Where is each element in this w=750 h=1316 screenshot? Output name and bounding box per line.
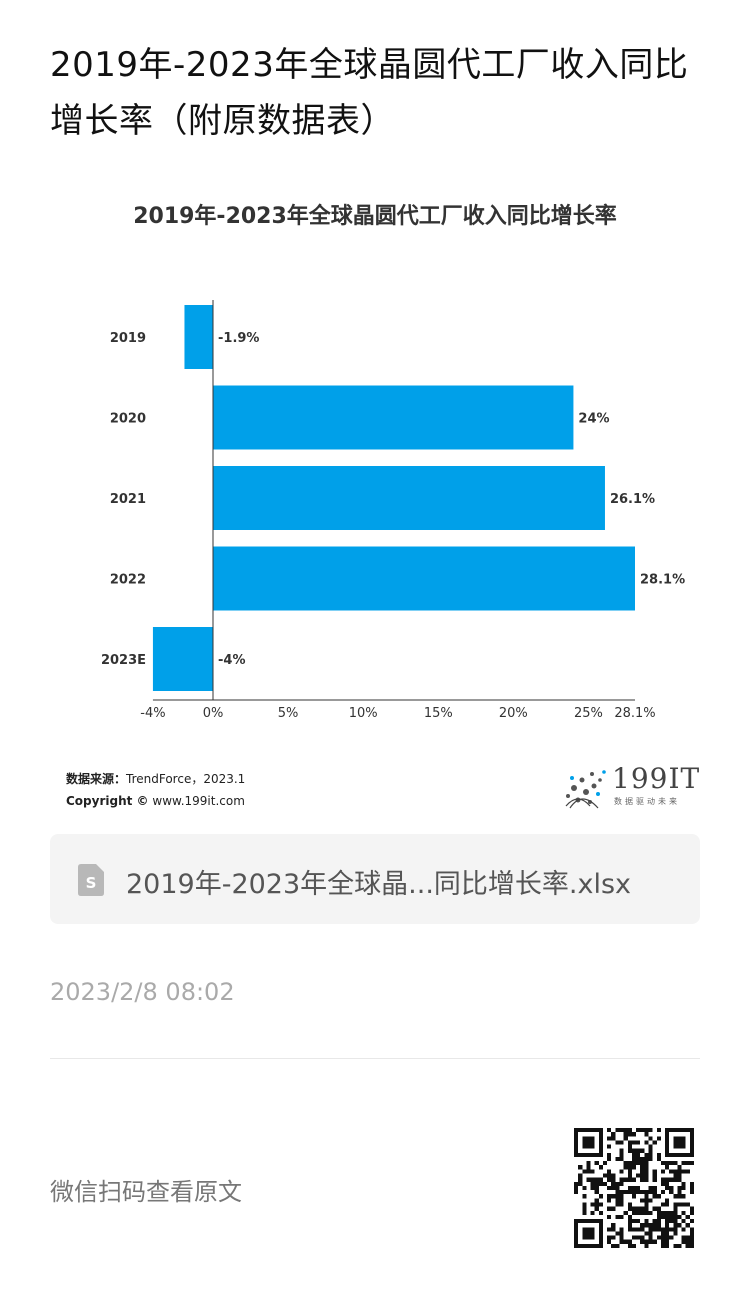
- x-tick-label: 10%: [349, 706, 378, 721]
- data-label: 26.1%: [610, 492, 655, 507]
- bar-2020: [213, 385, 574, 450]
- x-tick-label: 25%: [574, 706, 603, 721]
- logo-icon: [565, 770, 606, 809]
- chart-bars: [152, 305, 635, 691]
- qr-prompt: 微信扫码查看原文: [50, 1178, 242, 1206]
- x-tick-label: 0%: [203, 706, 224, 721]
- svg-text:S: S: [86, 874, 97, 892]
- source-text: TrendForce，2023.1: [126, 772, 246, 786]
- logo-text: 199IT: [612, 762, 701, 795]
- bar-2023E: [152, 627, 213, 691]
- x-tick-label: 15%: [424, 706, 453, 721]
- data-labels: -1.9% 24% 26.1% 28.1% -4%: [218, 331, 685, 668]
- bar-2022: [213, 546, 635, 611]
- category-label: 2023E: [101, 653, 146, 668]
- bar-chart: 2019 2020 2021 2022 2023E -1.9% 24% 26.1% 28.1%…: [101, 300, 685, 721]
- x-tick-label: -4%: [140, 706, 165, 721]
- chart-source: 数据来源：TrendForce，2023.1 Copyright © www.1…: [66, 768, 245, 812]
- logo-subtitle: 数据驱动未来: [614, 797, 680, 806]
- divider: [50, 1058, 700, 1059]
- category-label: 2019: [110, 331, 146, 346]
- qr-code-icon[interactable]: [574, 1128, 694, 1248]
- data-label: 24%: [578, 412, 609, 427]
- category-labels: 2019 2020 2021 2022 2023E: [101, 331, 146, 668]
- data-label: 28.1%: [640, 573, 685, 588]
- bar-2019: [184, 305, 213, 369]
- data-label: -4%: [218, 653, 245, 668]
- copyright-label: Copyright ©: [66, 794, 149, 808]
- x-tick-label: 5%: [278, 706, 299, 721]
- chart-axis: -4% 0% 5% 10% 15% 20% 25% 28.1%: [140, 300, 656, 721]
- chart-title: 2019年-2023年全球晶圆代工厂收入同比增长率: [133, 204, 617, 229]
- article-title: 2019年-2023年全球晶圆代工厂收入同比增长率（附原数据表）: [50, 44, 689, 141]
- category-label: 2022: [110, 573, 146, 588]
- post-timestamp: 2023/2/8 08:02: [50, 978, 235, 1006]
- attachment-card[interactable]: S 2019年-2023年全球晶...同比增长率.xlsx: [50, 834, 700, 924]
- bar-2021: [213, 466, 605, 530]
- category-label: 2020: [110, 412, 146, 427]
- source-label: 数据来源：: [66, 772, 127, 786]
- attachment-name[interactable]: 2019年-2023年全球晶...同比增长率.xlsx: [126, 869, 632, 900]
- x-tick-label: 20%: [499, 706, 528, 721]
- data-label: -1.9%: [218, 331, 259, 346]
- x-tick-label: 28.1%: [614, 706, 655, 721]
- spreadsheet-file-icon: S: [78, 864, 104, 896]
- copyright-text: www.199it.com: [152, 794, 245, 808]
- category-label: 2021: [110, 492, 146, 507]
